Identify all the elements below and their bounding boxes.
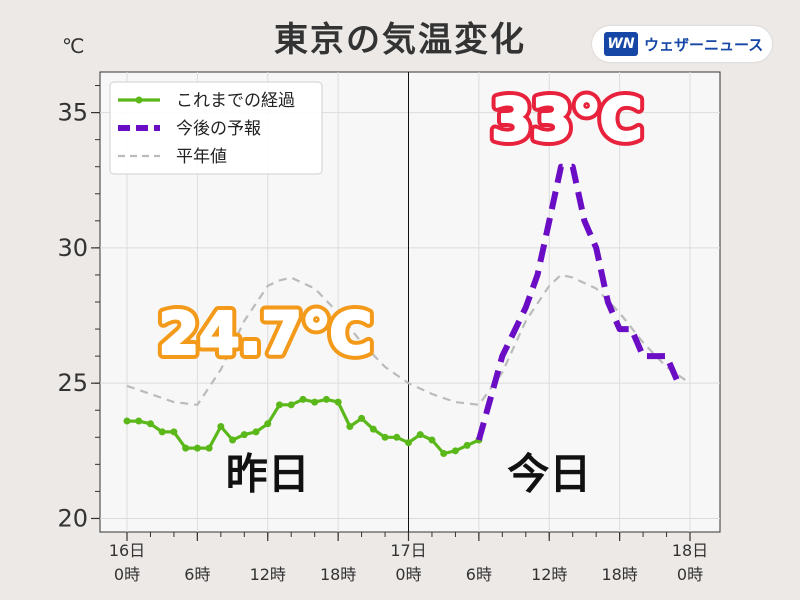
data-point (440, 450, 448, 458)
x-tick-label-hour: 0時 (114, 565, 140, 584)
data-point (170, 428, 178, 436)
data-point (275, 401, 283, 409)
x-tick-label-date: 16日 (109, 541, 145, 560)
x-tick-label-hour: 0時 (395, 565, 421, 584)
legend-label-normal: 平年値 (176, 147, 227, 167)
data-point (358, 414, 366, 422)
annotation-label: 24.7℃ (159, 299, 372, 367)
data-point (405, 439, 412, 447)
data-point (217, 422, 225, 430)
section-label: 昨日 (226, 450, 310, 499)
legend-marker (135, 96, 143, 104)
x-tick-label-date: 17日 (390, 541, 426, 560)
y-tick-label: 35 (57, 99, 88, 127)
x-tick-label-hour: 6時 (466, 565, 492, 584)
x-tick-label-hour: 12時 (531, 565, 567, 584)
data-point (146, 420, 154, 428)
y-tick-label: 25 (57, 369, 88, 397)
x-tick-label-date: 18日 (672, 541, 708, 560)
data-point (416, 431, 424, 439)
data-point (193, 444, 201, 452)
annotation-outline: 33℃ (491, 86, 642, 154)
annotation-outline: 24.7℃ (159, 299, 372, 367)
x-tick-label-hour: 12時 (250, 565, 286, 584)
data-point (463, 441, 471, 449)
data-point (158, 428, 166, 436)
x-tick-label-hour: 18時 (320, 565, 356, 584)
section-label: 今日 (507, 450, 591, 499)
weathernews-logo: WN ウェザーニュース (592, 26, 772, 62)
data-point (322, 395, 330, 403)
page-title: 東京の気温変化 (274, 20, 526, 60)
data-point (334, 398, 342, 406)
logo-text: ウェザーニュース (644, 36, 764, 54)
legend-label-forecast: 今後の予報 (176, 119, 261, 139)
data-point (381, 433, 389, 441)
data-point (252, 428, 260, 436)
annotation-label: 33℃ (491, 86, 642, 154)
series-line-normal (126, 273, 691, 406)
data-point (369, 425, 377, 433)
data-point (240, 431, 248, 439)
legend-box (109, 81, 323, 175)
logo-mark: WN (604, 32, 638, 56)
x-tick-label-hour: 6時 (184, 565, 210, 584)
data-point (182, 444, 190, 452)
y-tick-label: 30 (57, 234, 88, 262)
y-tick-label: 20 (57, 504, 88, 532)
legend-label-observed: これまでの経過 (176, 91, 295, 111)
data-point (264, 420, 272, 428)
series-normal (126, 273, 691, 406)
data-point (205, 444, 213, 452)
data-point (311, 398, 319, 406)
x-tick-label-hour: 0時 (677, 565, 703, 584)
x-tick-label-hour: 18時 (601, 565, 637, 584)
series-forecast (476, 163, 682, 441)
data-point (287, 401, 295, 409)
data-point (299, 395, 307, 403)
data-point (346, 422, 354, 430)
series-observed (123, 395, 483, 458)
y-axis-unit: ℃ (62, 34, 85, 58)
data-point (428, 436, 436, 444)
data-point (393, 433, 401, 441)
data-point (451, 447, 459, 455)
data-point (123, 417, 131, 425)
data-point (229, 436, 237, 444)
series-line-forecast (476, 163, 682, 441)
data-point (135, 417, 143, 425)
